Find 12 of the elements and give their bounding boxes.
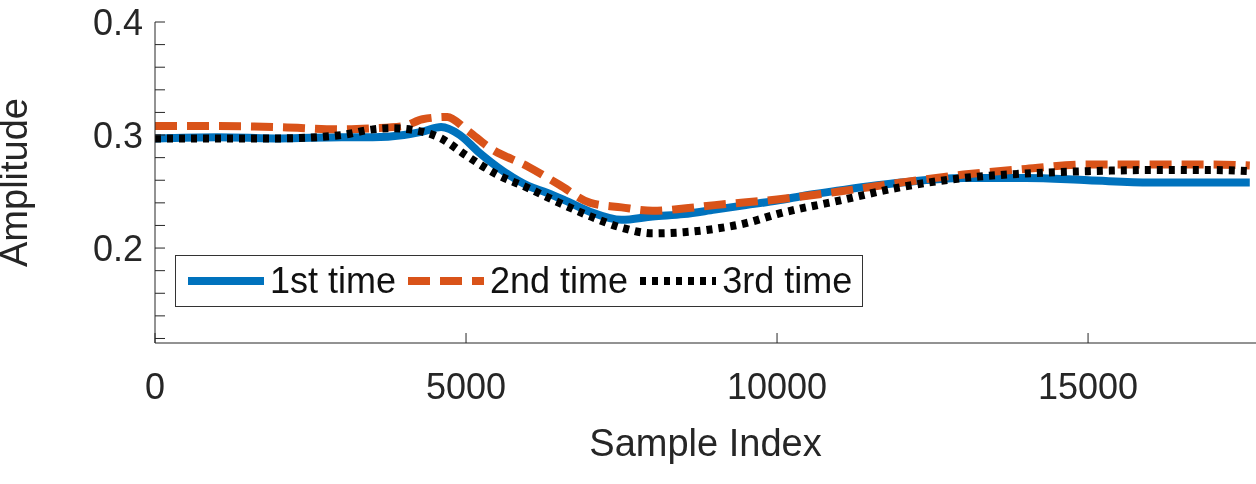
legend-label: 2nd time <box>490 260 629 302</box>
x-tick-label: 5000 <box>425 365 507 407</box>
legend-label: 3rd time <box>722 260 853 302</box>
y-tick-label: 0.3 <box>92 114 143 156</box>
x-tick-label: 15000 <box>1038 365 1139 407</box>
x-tick-label: 0 <box>144 365 166 407</box>
legend-label: 1st time <box>270 260 397 302</box>
x-tick-label: 10000 <box>726 365 828 407</box>
y-tick-label: 0.2 <box>92 227 143 269</box>
y-axis-title: Amplitude <box>0 98 36 267</box>
y-tick-label: 0.4 <box>92 1 143 43</box>
x-axis-title: Sample Index <box>589 422 822 464</box>
